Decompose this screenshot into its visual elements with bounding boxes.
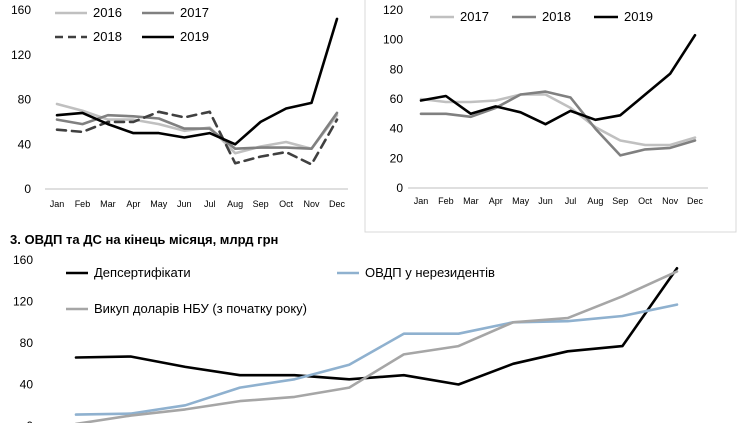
series-line-2 — [419, 90, 697, 157]
legend-label: 2018 — [542, 9, 571, 24]
series-line-1 — [74, 266, 679, 386]
series-line-1 — [419, 93, 697, 147]
x-tick-label: Oct — [638, 196, 653, 206]
chart-3: 3. ОВДП та ДС на кінець місяця, млрд грн… — [10, 232, 679, 423]
y-tick-label: 120 — [11, 48, 31, 62]
chart-2: 0 20 40 60 80 100 120 Jan Feb Mar Apr May Jun Jul Aug S… — [364, 0, 737, 233]
series-line-3 — [419, 33, 697, 126]
x-tick-label: Sep — [253, 199, 269, 209]
y-tick-label: 20 — [390, 151, 404, 165]
y-tick-label: 60 — [390, 92, 404, 106]
y-tick-label: 80 — [18, 93, 32, 107]
x-tick-label: May — [150, 199, 168, 209]
x-tick-label: Mar — [100, 199, 116, 209]
legend-label: 2019 — [180, 29, 209, 44]
x-tick-label: Jun — [538, 196, 553, 206]
legend-label: 2017 — [180, 5, 209, 20]
y-tick-label: 0 — [26, 419, 33, 423]
y-tick-label: 160 — [13, 253, 33, 267]
x-tick-label: Apr — [126, 199, 140, 209]
y-tick-label: 0 — [396, 181, 403, 195]
x-tick-label: Jun — [177, 199, 192, 209]
x-tick-label: Apr — [489, 196, 503, 206]
y-tick-label: 160 — [11, 3, 31, 17]
x-tick-label: Oct — [279, 199, 294, 209]
x-tick-label: Mar — [463, 196, 479, 206]
x-tick-label: Feb — [75, 199, 91, 209]
x-tick-label: Nov — [662, 196, 679, 206]
x-tick-label: May — [512, 196, 530, 206]
x-tick-label: Dec — [329, 199, 346, 209]
series-line-3 — [75, 270, 679, 423]
x-tick-label: Jul — [565, 196, 577, 206]
legend-label: ОВДП у нерезидентів — [365, 265, 495, 280]
legend-label: Викуп доларів НБУ (з початку року) — [94, 301, 307, 316]
x-tick-label: Nov — [304, 199, 321, 209]
x-tick-label: Jan — [414, 196, 429, 206]
x-tick-label: Sep — [612, 196, 628, 206]
legend-label: 2019 — [624, 9, 653, 24]
y-tick-label: 40 — [390, 122, 404, 136]
series-line-2 — [74, 303, 679, 416]
y-tick-label: 120 — [383, 3, 403, 17]
legend-label: Депсертифікати — [94, 265, 191, 280]
x-tick-label: Aug — [587, 196, 603, 206]
y-tick-label: 40 — [20, 378, 34, 392]
legend-label: 2018 — [93, 29, 122, 44]
legend-label: 2017 — [460, 9, 489, 24]
chart-title: 3. ОВДП та ДС на кінець місяця, млрд грн — [10, 232, 278, 247]
y-tick-label: 80 — [20, 336, 34, 350]
x-tick-label: Feb — [438, 196, 454, 206]
y-tick-label: 120 — [13, 295, 33, 309]
series-line-2 — [55, 111, 339, 150]
y-tick-label: 0 — [24, 182, 31, 196]
series-line-4 — [55, 17, 339, 146]
x-tick-label: Dec — [687, 196, 704, 206]
legend-label: 2016 — [93, 5, 122, 20]
x-tick-label: Aug — [227, 199, 243, 209]
y-tick-label: 100 — [383, 33, 403, 47]
chart-frame — [364, 0, 737, 233]
chart-1: 0 40 80 120 160 Jan Feb Mar Apr May Jun Jul Aug Sep Oc… — [11, 3, 348, 209]
x-tick-label: Jul — [204, 199, 216, 209]
y-tick-label: 80 — [390, 62, 404, 76]
x-tick-label: Jan — [50, 199, 65, 209]
y-tick-label: 40 — [18, 137, 32, 151]
